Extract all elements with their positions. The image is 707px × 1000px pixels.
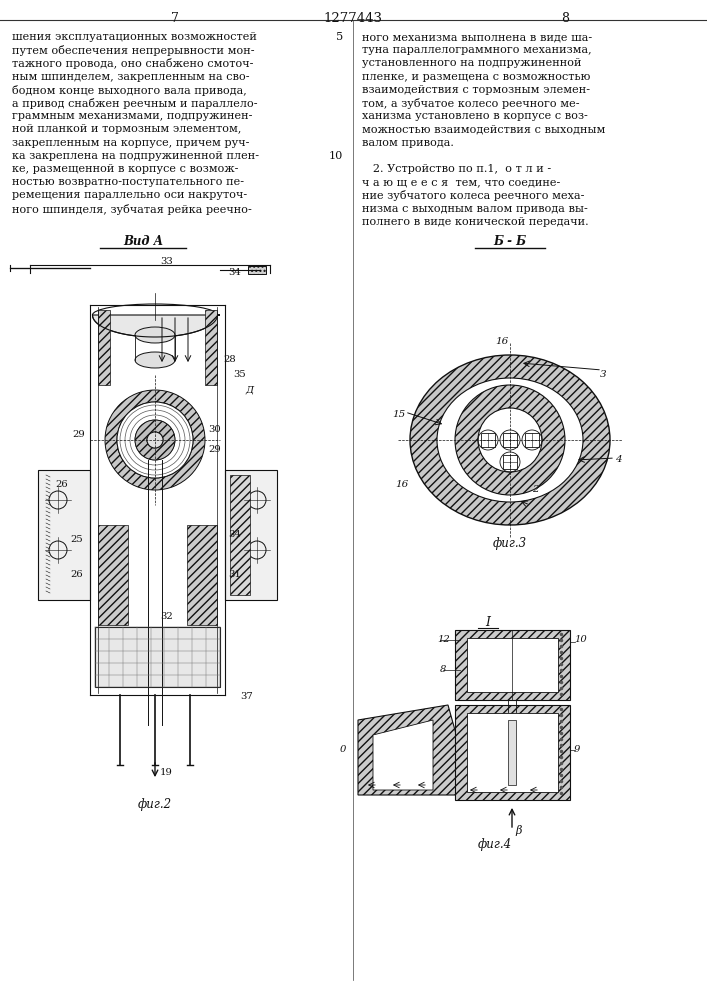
Text: пленке, и размещена с возможностью: пленке, и размещена с возможностью [362,72,590,82]
Text: том, а зубчатое колесо реечного ме-: том, а зубчатое колесо реечного ме- [362,98,580,109]
Text: 0: 0 [340,745,346,754]
Text: ремещения параллельно оси накруточ-: ремещения параллельно оси накруточ- [12,190,247,200]
Text: I: I [486,616,491,629]
Text: валом привода.: валом привода. [362,138,454,148]
Text: фиг.3: фиг.3 [493,537,527,550]
Text: 4: 4 [615,455,621,464]
Text: 2: 2 [532,485,539,494]
Bar [225,470,277,600]
Text: 28: 28 [223,355,235,364]
Wedge shape [135,420,175,460]
Polygon shape [93,315,220,337]
Text: 34: 34 [228,268,241,277]
Bar [205,310,217,385]
Text: 37: 37 [240,692,252,701]
Text: ка закреплена на подпружиненной плен-: ка закреплена на подпружиненной плен- [12,151,259,161]
Text: ного механизма выполнена в виде ша-: ного механизма выполнена в виде ша- [362,32,592,42]
Text: Б - Б: Б - Б [493,235,527,248]
Text: ного шпинделя, зубчатая рейка реечно-: ного шпинделя, зубчатая рейка реечно- [12,204,252,215]
Text: 10: 10 [574,635,587,644]
Text: ч а ю щ е е с я  тем, что соедине-: ч а ю щ е е с я тем, что соедине- [362,177,560,187]
Text: тажного провода, оно снабжено смоточ-: тажного провода, оно снабжено смоточ- [12,58,253,69]
Polygon shape [358,705,473,795]
Text: а привод снабжен реечным и параллело-: а привод снабжен реечным и параллело- [12,98,257,109]
Text: 3: 3 [600,370,607,379]
Text: установленного на подпружиненной: установленного на подпружиненной [362,58,581,68]
Text: 5: 5 [336,32,343,42]
Bar [455,705,570,800]
Text: путем обеспечения непрерывности мон-: путем обеспечения непрерывности мон- [12,45,255,56]
Text: фиг.2: фиг.2 [138,798,172,811]
Text: 12: 12 [437,635,450,644]
Bar [503,433,517,447]
Circle shape [117,402,193,478]
Text: ние зубчатого колеса реечного меха-: ние зубчатого колеса реечного меха- [362,190,585,201]
Bar [508,720,516,785]
Bar [98,310,110,385]
Text: ностью возвратно-поступательного пе-: ностью возвратно-поступательного пе- [12,177,244,187]
Bar [525,433,539,447]
Text: полнего в виде конической передачи.: полнего в виде конической передачи. [362,217,589,227]
Ellipse shape [410,355,610,525]
Text: 26: 26 [55,480,68,489]
Ellipse shape [437,378,583,502]
Bar [230,475,250,595]
Text: низма с выходным валом привода вы-: низма с выходным валом привода вы- [362,204,588,214]
Bar [187,525,217,625]
Bar [248,266,266,274]
Text: 2. Устройство по п.1,  о т л и -: 2. Устройство по п.1, о т л и - [362,164,551,174]
Text: 31: 31 [228,570,241,579]
Text: 8: 8 [561,12,569,25]
Text: Д: Д [245,385,253,394]
Text: 29: 29 [208,445,221,454]
Bar [503,455,517,469]
Text: 10: 10 [329,151,343,161]
Text: 1277443: 1277443 [324,12,382,25]
Text: ханизма установлено в корпусе с воз-: ханизма установлено в корпусе с воз- [362,111,588,121]
Bar [95,627,220,687]
Bar [98,525,128,625]
Wedge shape [105,390,205,490]
Text: 19: 19 [160,768,173,777]
Polygon shape [373,720,433,790]
Text: 16: 16 [495,337,508,346]
Text: 33: 33 [160,257,173,266]
Text: ным шпинделем, закрепленным на сво-: ным шпинделем, закрепленным на сво- [12,72,250,82]
Text: 9: 9 [574,745,580,754]
Text: фиг.4: фиг.4 [478,838,512,851]
Text: 7: 7 [171,12,179,25]
Text: 16: 16 [395,480,408,489]
Text: Вид А: Вид А [123,235,163,248]
Text: 35: 35 [233,370,246,379]
Text: 30: 30 [208,425,221,434]
Text: 26: 26 [70,570,83,579]
Circle shape [455,385,565,495]
Text: взаимодействия с тормозным элемен-: взаимодействия с тормозным элемен- [362,85,590,95]
Bar [467,638,558,692]
Text: туна параллелограммного механизма,: туна параллелограммного механизма, [362,45,592,55]
Text: 15: 15 [392,410,405,419]
Circle shape [147,432,163,448]
Text: 32: 32 [160,612,173,621]
Text: 25: 25 [70,535,83,544]
Text: можностью взаимодействия с выходным: можностью взаимодействия с выходным [362,124,605,134]
Bar [481,433,495,447]
Text: 8: 8 [440,665,446,674]
Text: ке, размещенной в корпусе с возмож-: ке, размещенной в корпусе с возмож- [12,164,238,174]
Text: граммным механизмами, подпружинен-: граммным механизмами, подпружинен- [12,111,252,121]
Ellipse shape [135,352,175,368]
Ellipse shape [135,327,175,343]
Bar [455,630,570,700]
Circle shape [478,408,542,472]
Bar [38,470,90,600]
Text: β: β [515,825,521,836]
Text: бодном конце выходного вала привода,: бодном конце выходного вала привода, [12,85,247,96]
Text: 34: 34 [228,530,241,539]
Text: 29: 29 [72,430,85,439]
Text: ной планкой и тормозным элементом,: ной планкой и тормозным элементом, [12,124,241,134]
Text: шения эксплуатационных возможностей: шения эксплуатационных возможностей [12,32,257,42]
Text: закрепленным на корпусе, причем руч-: закрепленным на корпусе, причем руч- [12,138,250,148]
Bar [467,713,558,792]
